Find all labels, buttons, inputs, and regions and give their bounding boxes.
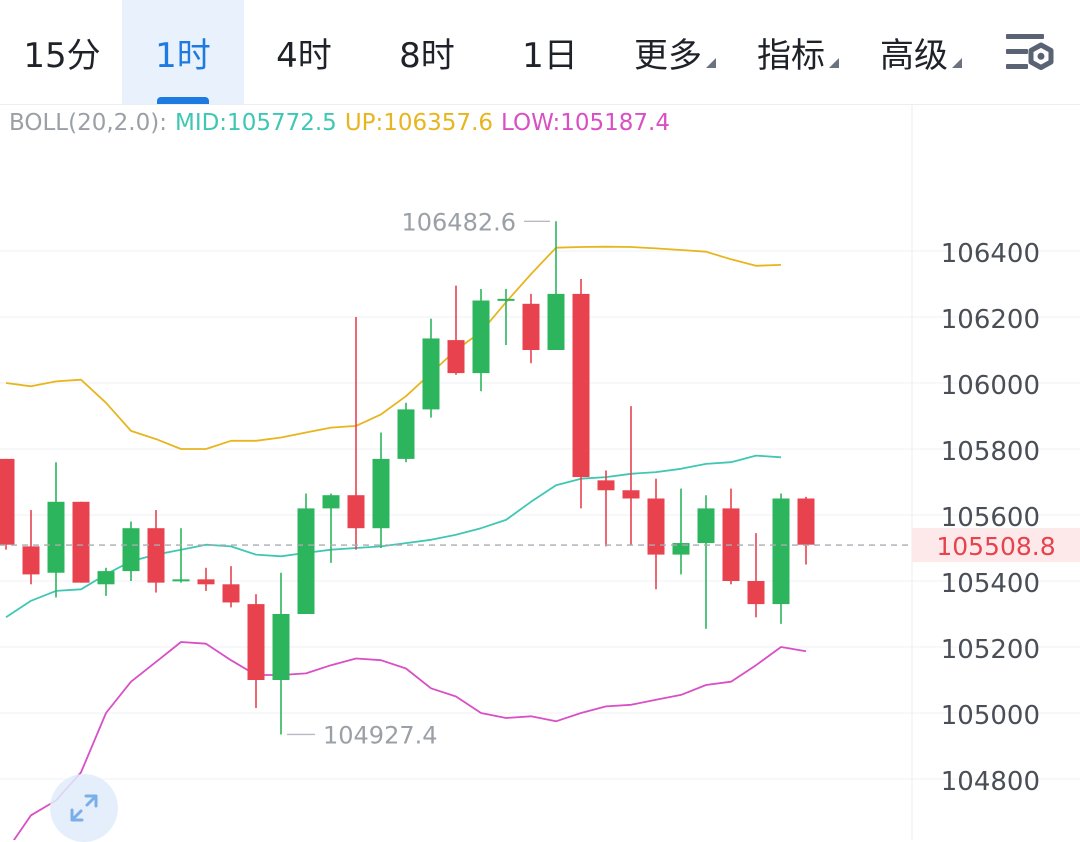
y-tick-label: 106400	[941, 239, 1040, 269]
expand-arrows-icon	[70, 794, 98, 822]
max-price-label: 106482.6	[401, 208, 516, 236]
y-tick-label: 105400	[941, 569, 1040, 599]
candle-body[interactable]	[172, 579, 190, 582]
candle-body[interactable]	[797, 498, 815, 545]
candle-body[interactable]	[147, 528, 165, 583]
current-price-badge	[912, 528, 1080, 563]
candle-body[interactable]	[197, 579, 215, 585]
candle-body[interactable]	[772, 498, 790, 605]
candle-body[interactable]	[47, 501, 65, 573]
y-tick-label: 106200	[941, 305, 1040, 335]
y-tick-label: 104800	[941, 767, 1040, 797]
active-tab-indicator	[157, 97, 209, 104]
boll-legend-name: BOLL(20,2.0):	[9, 110, 167, 136]
tab-4[interactable]: 8时	[372, 0, 482, 104]
tab-5[interactable]: 1日	[495, 0, 605, 104]
chart-settings-icon[interactable]	[1002, 28, 1058, 78]
candle-body[interactable]	[72, 501, 90, 583]
tab-1[interactable]: 15分	[7, 0, 117, 104]
candle-body[interactable]	[422, 338, 440, 410]
candle-body[interactable]	[747, 581, 765, 605]
y-tick-label: 105800	[941, 437, 1040, 467]
candle-body[interactable]	[247, 604, 265, 680]
candle-body[interactable]	[472, 300, 490, 374]
tab-3[interactable]: 4时	[249, 0, 359, 104]
boll-legend-up: UP:106357.6	[344, 110, 494, 136]
boll-legend-mid: MID:105772.5	[174, 110, 337, 136]
candle-body[interactable]	[672, 543, 690, 555]
tab-label: 8时	[399, 35, 455, 76]
candlestick-chart[interactable]: 106400 106200 106000 105800 105600 105400 1052…	[0, 105, 1080, 840]
candle-body[interactable]	[622, 490, 640, 499]
tab-label: 指标	[757, 35, 825, 76]
boll-legend-low: LOW:105187.4	[501, 110, 671, 136]
min-price-label: 104927.4	[323, 721, 438, 749]
candle-body[interactable]	[697, 508, 715, 544]
boll-low-line	[12, 641, 807, 840]
tab-label: 1日	[522, 35, 578, 76]
tab-label: 4时	[276, 35, 332, 76]
y-tick-label: 106000	[941, 371, 1040, 401]
y-tick-label: 105600	[941, 503, 1040, 533]
candle-body[interactable]	[372, 458, 390, 529]
boll-up-line	[5, 245, 782, 450]
y-tick-label: 105200	[941, 635, 1040, 665]
boll-mid-line	[5, 454, 782, 619]
candle-body[interactable]	[572, 293, 590, 478]
expand-button[interactable]	[50, 774, 118, 842]
candle-body[interactable]	[22, 546, 40, 575]
boll-legend: BOLL(20,2.0): MID:105772.5 UP:106357.6 LOW:…	[9, 110, 678, 136]
candle-body[interactable]	[97, 571, 115, 585]
candle-body[interactable]	[547, 293, 565, 350]
candle-body[interactable]	[447, 340, 465, 374]
candle-body[interactable]	[347, 495, 365, 529]
tab-7[interactable]: 指标	[738, 0, 858, 104]
candle-body[interactable]	[122, 528, 140, 572]
candle-body[interactable]	[497, 298, 515, 301]
tab-label: 15分	[23, 35, 101, 76]
tab-6[interactable]: 更多	[615, 0, 735, 104]
tab-label: 高级	[880, 35, 948, 76]
tab-label: 1时	[155, 35, 211, 76]
dropdown-triangle-icon	[952, 58, 962, 68]
tab-8[interactable]: 高级	[861, 0, 981, 104]
dropdown-triangle-icon	[706, 58, 716, 68]
y-tick-label: 105000	[941, 701, 1040, 731]
candle-body[interactable]	[272, 614, 290, 680]
tab-label: 更多	[634, 35, 702, 76]
dropdown-triangle-icon	[829, 58, 839, 68]
candle-body[interactable]	[0, 458, 15, 545]
candle-body[interactable]	[597, 480, 615, 491]
tab-2[interactable]: 1时	[122, 0, 244, 104]
candle-body[interactable]	[522, 303, 540, 350]
candle-body[interactable]	[322, 495, 340, 509]
current-price-label: 105508.8	[936, 532, 1055, 561]
timeframe-tab-bar: 15分 1时 4时 8时 1日 更多 指标 高级	[0, 0, 1080, 105]
candle-body[interactable]	[297, 508, 315, 614]
candle-body[interactable]	[647, 498, 665, 555]
candle-body[interactable]	[222, 584, 240, 603]
candle-body[interactable]	[397, 409, 415, 459]
